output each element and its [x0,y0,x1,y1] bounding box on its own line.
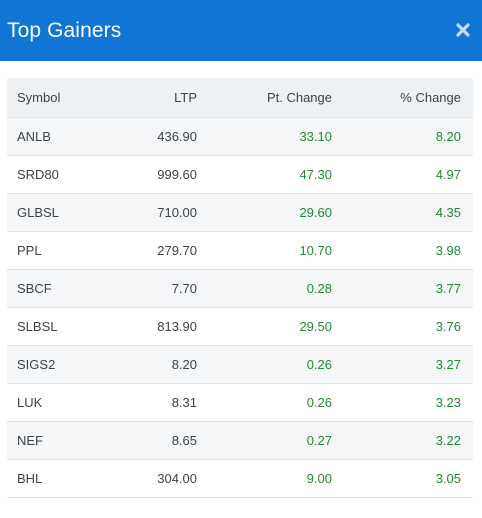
row-pt-change: 29.60 [197,193,332,232]
row-ltp: 710.00 [117,193,197,232]
row-ltp: 813.90 [117,307,197,346]
row-ltp: 7.70 [117,269,197,308]
row-symbol: GLBSL [7,193,117,232]
row-ltp: 279.70 [117,231,197,270]
row-pct-change: 4.97 [332,155,473,194]
table-row[interactable]: SLBSL 813.90 29.50 3.76 [7,307,473,346]
row-pct-change: 8.20 [332,117,473,156]
row-ltp: 8.20 [117,345,197,384]
row-symbol: SBCF [7,269,117,308]
table-row[interactable]: BHL 304.00 9.00 3.05 [7,459,473,498]
modal-title: Top Gainers [7,19,122,42]
row-ltp: 999.60 [117,155,197,194]
row-pct-change: 3.98 [332,231,473,270]
table-header-row: Symbol LTP Pt. Change % Change [7,78,473,118]
row-pt-change: 10.70 [197,231,332,270]
row-pct-change: 3.23 [332,383,473,422]
row-pt-change: 47.30 [197,155,332,194]
row-pt-change: 0.28 [197,269,332,308]
row-pt-change: 33.10 [197,117,332,156]
row-pct-change: 4.35 [332,193,473,232]
row-ltp: 8.31 [117,383,197,422]
table-row[interactable]: ANLB 436.90 33.10 8.20 [7,117,473,156]
row-pt-change: 9.00 [197,459,332,498]
table-row[interactable]: PPL 279.70 10.70 3.98 [7,231,473,270]
column-header-symbol[interactable]: Symbol [7,78,117,118]
row-ltp: 8.65 [117,421,197,460]
row-pct-change: 3.76 [332,307,473,346]
table-row[interactable]: SBCF 7.70 0.28 3.77 [7,269,473,308]
column-header-pt-change[interactable]: Pt. Change [197,78,332,118]
row-symbol: SLBSL [7,307,117,346]
row-symbol: SIGS2 [7,345,117,384]
table-row[interactable]: GLBSL 710.00 29.60 4.35 [7,193,473,232]
gainers-table-wrapper: Symbol LTP Pt. Change % Change ANLB 436.9… [7,78,473,498]
table-row[interactable]: SIGS2 8.20 0.26 3.27 [7,345,473,384]
row-pct-change: 3.77 [332,269,473,308]
gainers-table: Symbol LTP Pt. Change % Change ANLB 436.9… [7,78,473,498]
table-row[interactable]: NEF 8.65 0.27 3.22 [7,421,473,460]
row-pt-change: 0.26 [197,345,332,384]
table-row[interactable]: SRD80 999.60 47.30 4.97 [7,155,473,194]
row-symbol: PPL [7,231,117,270]
close-icon[interactable] [453,20,473,40]
table-row[interactable]: LUK 8.31 0.26 3.23 [7,383,473,422]
row-ltp: 436.90 [117,117,197,156]
row-symbol: ANLB [7,117,117,156]
row-symbol: LUK [7,383,117,422]
row-pt-change: 0.27 [197,421,332,460]
row-pct-change: 3.27 [332,345,473,384]
row-ltp: 304.00 [117,459,197,498]
row-pct-change: 3.05 [332,459,473,498]
modal-header: Top Gainers [0,0,482,61]
row-symbol: NEF [7,421,117,460]
row-symbol: SRD80 [7,155,117,194]
row-pct-change: 3.22 [332,421,473,460]
column-header-ltp[interactable]: LTP [117,78,197,118]
row-pt-change: 29.50 [197,307,332,346]
row-pt-change: 0.26 [197,383,332,422]
row-symbol: BHL [7,459,117,498]
table-body: ANLB 436.90 33.10 8.20 SRD80 999.60 47.30 4.97 G… [7,117,473,498]
column-header-pct-change[interactable]: % Change [332,78,473,118]
